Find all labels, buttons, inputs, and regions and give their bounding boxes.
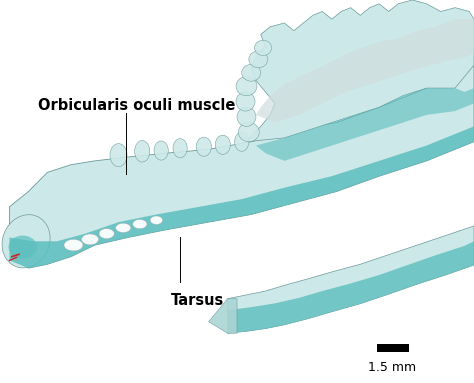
Ellipse shape (133, 219, 147, 229)
Polygon shape (209, 299, 237, 333)
Ellipse shape (238, 123, 259, 142)
Ellipse shape (242, 64, 261, 81)
FancyBboxPatch shape (377, 344, 409, 352)
Ellipse shape (215, 135, 230, 154)
Text: 1.5 mm: 1.5 mm (368, 361, 417, 374)
Ellipse shape (82, 234, 99, 245)
Ellipse shape (255, 40, 272, 56)
Ellipse shape (116, 223, 131, 232)
Ellipse shape (236, 92, 255, 111)
Ellipse shape (196, 137, 211, 156)
Polygon shape (228, 226, 474, 333)
Ellipse shape (236, 77, 257, 96)
Text: Tarsus: Tarsus (171, 293, 224, 308)
Ellipse shape (135, 141, 150, 162)
Ellipse shape (154, 141, 168, 160)
Ellipse shape (150, 216, 163, 224)
Ellipse shape (173, 139, 187, 158)
Polygon shape (228, 241, 474, 333)
Ellipse shape (249, 51, 268, 68)
Polygon shape (256, 19, 474, 123)
Ellipse shape (9, 236, 37, 259)
Ellipse shape (235, 132, 249, 151)
Polygon shape (9, 65, 474, 268)
Ellipse shape (110, 144, 127, 167)
Polygon shape (246, 0, 474, 142)
Text: Orbicularis oculi muscle: Orbicularis oculi muscle (38, 98, 235, 113)
Polygon shape (256, 88, 474, 161)
Ellipse shape (2, 215, 50, 268)
Polygon shape (9, 126, 474, 268)
Ellipse shape (237, 107, 256, 126)
Ellipse shape (99, 229, 114, 239)
Ellipse shape (64, 239, 83, 251)
